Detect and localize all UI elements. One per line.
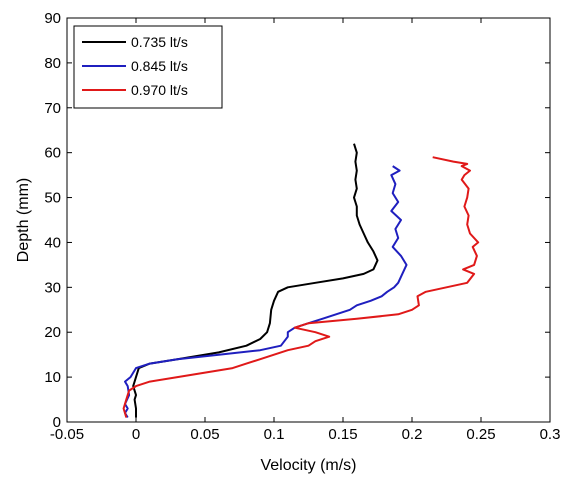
y-tick-label: 40 [44, 234, 61, 251]
x-tick-label: 0.25 [466, 426, 495, 443]
legend-entry: 0.735 lt/s [131, 34, 188, 50]
y-tick-label: 50 [44, 190, 61, 207]
x-tick-label: 0 [132, 426, 140, 443]
x-tick-label: -0.05 [50, 426, 84, 443]
legend-entry: 0.970 lt/s [131, 82, 188, 98]
y-tick-label: 70 [44, 100, 61, 117]
series-line-3 [122, 156, 480, 418]
y-tick-label: 60 [44, 145, 61, 162]
y-axis-ticks: 0 10 20 30 40 50 60 70 80 90 [44, 10, 550, 431]
x-tick-label: 0.15 [328, 426, 357, 443]
y-tick-label: 10 [44, 369, 61, 386]
x-axis-label: Velocity (m/s) [260, 457, 356, 474]
series-line-1 [132, 143, 379, 418]
y-tick-label: 90 [44, 10, 61, 27]
x-tick-label: 0.05 [190, 426, 219, 443]
y-tick-label: 30 [44, 279, 61, 296]
y-tick-label: 0 [53, 414, 61, 431]
series-line-2 [124, 165, 408, 419]
legend-entry: 0.845 lt/s [131, 58, 188, 74]
x-tick-label: 0.2 [402, 426, 423, 443]
series-layer [122, 143, 480, 419]
y-axis-label: Depth (mm) [15, 178, 32, 262]
x-tick-label: 0.1 [264, 426, 285, 443]
x-axis-ticks: -0.05 0 0.05 0.1 0.15 0.2 0.25 0.3 [50, 18, 561, 443]
x-tick-label: 0.3 [540, 426, 561, 443]
y-tick-label: 80 [44, 55, 61, 72]
legend: 0.735 lt/s 0.845 lt/s 0.970 lt/s [73, 25, 223, 109]
y-tick-label: 20 [44, 324, 61, 341]
